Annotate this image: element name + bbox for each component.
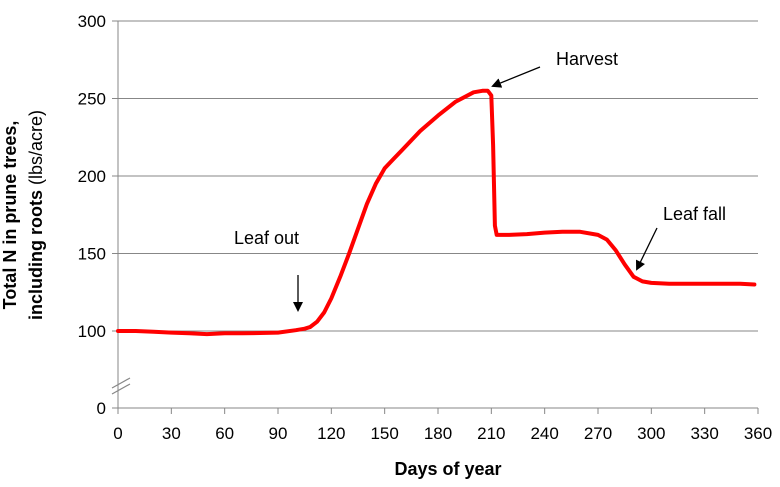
x-tick-label-210: 210 [477, 424, 505, 443]
x-tick-label-360: 360 [744, 424, 772, 443]
annotation-label-2: Leaf fall [663, 204, 726, 224]
x-tick-label-300: 300 [637, 424, 665, 443]
series-layer [116, 88, 757, 337]
x-tick-label-30: 30 [162, 424, 181, 443]
y-axis-title-bold: Total N in prune trees, [0, 121, 20, 310]
annotation-label-0: Leaf out [234, 228, 299, 248]
annotation-arrow-2 [636, 227, 658, 271]
x-tick-label-60: 60 [215, 424, 234, 443]
y-axis-title: Total N in prune trees, [0, 121, 20, 310]
y-tick-label-100: 100 [78, 322, 106, 341]
y-axis-title-line2: including roots (lbs/acre) [26, 110, 46, 320]
x-tick-label-330: 330 [690, 424, 718, 443]
y-tick-label-300: 300 [78, 12, 106, 31]
x-tick-label-150: 150 [370, 424, 398, 443]
x-tick-label-180: 180 [424, 424, 452, 443]
gridlines [118, 20, 758, 332]
y-tick-label-0: 0 [97, 399, 106, 418]
x-tick-labels: 0 30 60 90 120 150 180 210 240 270 300 330 360 [113, 424, 772, 443]
x-tick-label-90: 90 [269, 424, 288, 443]
y-axis-title-unit: (lbs/acre) [26, 110, 46, 185]
annotations: Leaf out Harvest Leaf fall [234, 49, 726, 312]
annotation-label-1: Harvest [556, 49, 618, 69]
y-tick-label-250: 250 [78, 90, 106, 109]
x-tick-label-240: 240 [530, 424, 558, 443]
x-axis-title: Days of year [394, 459, 501, 479]
axes [111, 20, 759, 414]
x-tick-label-0: 0 [113, 424, 122, 443]
axis-break-marks [111, 377, 131, 395]
y-axis-title-bold-part2: including roots [26, 185, 46, 320]
y-tick-label-150: 150 [78, 245, 106, 264]
series-line-0 [116, 88, 757, 337]
annotation-arrow-1 [491, 66, 541, 88]
y-tick-labels: 0 100 150 200 250 300 [78, 12, 106, 418]
x-tick-label-270: 270 [584, 424, 612, 443]
x-tick-label-120: 120 [317, 424, 345, 443]
y-tick-label-200: 200 [78, 167, 106, 186]
